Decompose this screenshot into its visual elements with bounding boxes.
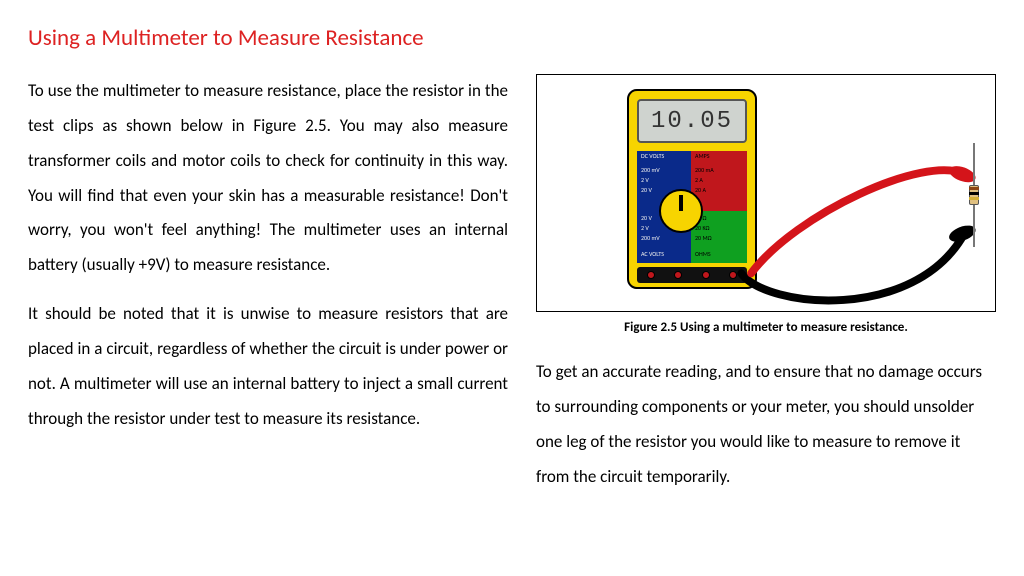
paragraph-1: To use the multimeter to measure resista… xyxy=(28,74,508,283)
left-column: To use the multimeter to measure resista… xyxy=(28,74,508,494)
page-title: Using a Multimeter to Measure Resistance xyxy=(28,24,996,52)
paragraph-3: To get an accurate reading, and to ensur… xyxy=(536,355,996,494)
right-column: 10.05 DC VOLTS 200 mV 2 V 20 V AMPS 200 … xyxy=(536,74,996,494)
caption-text: Using a multimeter to measure resistance… xyxy=(680,320,908,335)
figure-caption: Figure 2.5 Using a multimeter to measure… xyxy=(536,320,996,335)
rotary-knob xyxy=(659,189,703,233)
two-column-layout: To use the multimeter to measure resista… xyxy=(28,74,996,494)
paragraph-2: It should be noted that it is unwise to … xyxy=(28,297,508,436)
resistor-component xyxy=(969,173,979,217)
test-leads xyxy=(537,75,995,311)
caption-number: 2.5 xyxy=(660,320,677,335)
caption-label: Figure xyxy=(624,320,657,335)
figure-frame: 10.05 DC VOLTS 200 mV 2 V 20 V AMPS 200 … xyxy=(536,74,996,312)
